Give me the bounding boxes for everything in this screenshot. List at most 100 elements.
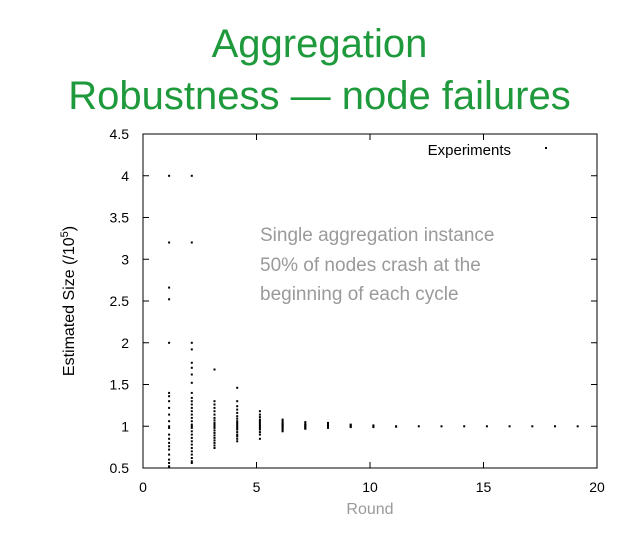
data-point bbox=[190, 391, 193, 394]
data-point bbox=[236, 423, 239, 426]
data-point bbox=[168, 426, 171, 429]
data-point bbox=[213, 447, 216, 449]
data-point bbox=[417, 425, 420, 428]
slide-title-line-2: Robustness — node failures bbox=[68, 74, 571, 118]
data-point bbox=[168, 437, 171, 440]
y-axis-label-exponent: 5 bbox=[59, 231, 71, 237]
data-point bbox=[168, 286, 171, 289]
annotation-line-1: Single aggregation instance bbox=[260, 225, 495, 246]
data-point bbox=[258, 421, 261, 424]
data-point bbox=[236, 421, 239, 424]
data-point bbox=[327, 421, 329, 424]
data-point bbox=[236, 431, 239, 434]
data-point bbox=[168, 441, 171, 444]
data-point bbox=[190, 425, 193, 428]
data-point bbox=[236, 426, 239, 429]
y-tick-label: 3 bbox=[121, 251, 129, 267]
x-tick-label: 5 bbox=[253, 479, 261, 495]
data-point bbox=[213, 434, 216, 437]
data-point bbox=[190, 426, 193, 429]
data-point bbox=[190, 453, 193, 456]
data-point bbox=[213, 423, 216, 426]
data-point bbox=[190, 460, 193, 463]
data-point bbox=[168, 174, 171, 177]
data-point bbox=[190, 462, 193, 464]
data-point bbox=[236, 428, 239, 431]
data-point bbox=[213, 400, 216, 403]
data-point bbox=[531, 425, 534, 428]
data-point bbox=[213, 431, 216, 434]
data-point bbox=[168, 453, 171, 456]
data-point bbox=[395, 425, 398, 428]
data-point bbox=[190, 423, 193, 426]
data-point bbox=[236, 411, 239, 414]
data-point bbox=[213, 426, 216, 429]
data-point bbox=[190, 396, 193, 399]
y-tick-label: 1.5 bbox=[110, 377, 130, 393]
data-point bbox=[258, 431, 261, 434]
data-point bbox=[190, 433, 193, 436]
data-point bbox=[190, 450, 193, 453]
annotation: Single aggregation instance 50% of nodes… bbox=[260, 225, 495, 305]
data-point bbox=[258, 416, 261, 419]
data-point bbox=[463, 425, 466, 428]
data-point bbox=[258, 426, 261, 429]
data-point bbox=[190, 174, 193, 177]
legend-marker-experiments bbox=[545, 147, 547, 149]
data-point bbox=[236, 417, 239, 420]
data-point bbox=[190, 366, 193, 369]
x-tick-label: 10 bbox=[362, 479, 378, 495]
data-point bbox=[190, 447, 193, 449]
ticks-layer: 0 5 10 15 20 0.5 1 1.5 2 2.5 3 3.5 4 4.5 bbox=[110, 126, 605, 495]
data-point bbox=[190, 416, 193, 419]
data-point bbox=[213, 441, 216, 444]
data-point bbox=[190, 410, 193, 413]
points-layer bbox=[168, 174, 579, 469]
data-point bbox=[190, 443, 193, 446]
data-point bbox=[213, 429, 216, 432]
data-point bbox=[236, 415, 239, 418]
y-tick-label: 3.5 bbox=[110, 210, 130, 226]
data-point bbox=[258, 428, 261, 431]
data-point bbox=[168, 458, 171, 461]
y-tick-label: 4 bbox=[121, 168, 129, 184]
data-point bbox=[168, 298, 171, 301]
x-tick-label: 20 bbox=[589, 479, 605, 495]
data-point bbox=[258, 418, 261, 421]
y-axis-label-suffix: ) bbox=[61, 226, 78, 231]
data-point bbox=[213, 410, 216, 413]
data-point bbox=[236, 386, 239, 389]
data-point bbox=[213, 421, 216, 424]
data-point bbox=[281, 427, 284, 430]
data-point bbox=[168, 445, 171, 448]
data-point bbox=[576, 425, 579, 428]
data-point bbox=[508, 425, 511, 428]
data-point bbox=[236, 405, 239, 408]
data-point bbox=[190, 381, 193, 384]
data-point bbox=[168, 448, 171, 451]
data-point bbox=[190, 361, 193, 364]
data-point bbox=[213, 403, 216, 406]
data-point bbox=[168, 341, 171, 344]
data-point bbox=[304, 427, 307, 430]
slide-title-line-1: Aggregation bbox=[211, 22, 428, 66]
data-point bbox=[213, 436, 216, 439]
annotation-line-2: 50% of nodes crash at the bbox=[260, 255, 481, 276]
data-point bbox=[236, 440, 239, 443]
legend-label-experiments: Experiments bbox=[428, 142, 511, 159]
data-point bbox=[213, 419, 216, 422]
data-point bbox=[327, 426, 329, 429]
data-point bbox=[236, 433, 239, 436]
data-point bbox=[190, 348, 193, 351]
x-axis-label: Round bbox=[346, 501, 393, 518]
y-tick-label: 1 bbox=[121, 418, 129, 434]
data-point bbox=[168, 241, 171, 244]
data-point bbox=[485, 425, 488, 428]
data-point bbox=[258, 437, 261, 440]
data-point bbox=[372, 426, 375, 429]
data-point bbox=[168, 413, 171, 416]
data-point bbox=[213, 413, 216, 416]
data-point bbox=[190, 436, 193, 439]
data-point bbox=[236, 435, 239, 438]
